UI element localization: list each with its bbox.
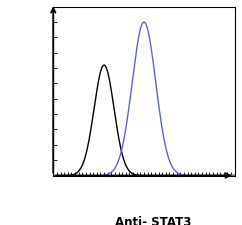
Text: Anti- STAT3: Anti- STAT3 bbox=[115, 216, 191, 225]
